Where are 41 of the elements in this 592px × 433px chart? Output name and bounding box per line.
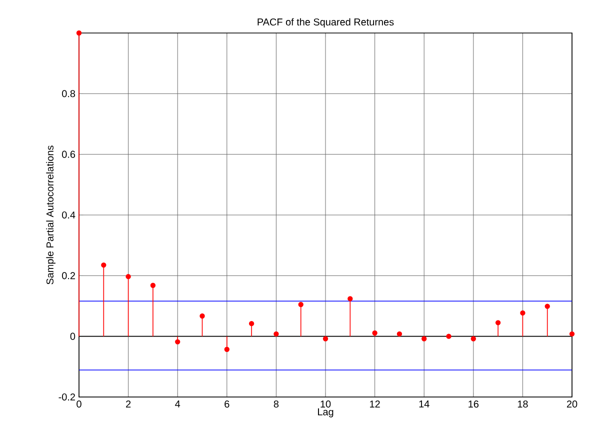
point [274,331,279,336]
x-axis-title: Lag [318,408,334,418]
point [470,336,476,342]
point [495,320,501,326]
y-tick-label: 0.6 [62,150,76,158]
point [224,346,230,352]
y-tick-label: 0.8 [62,90,76,98]
x-tick-label: 18 [518,400,528,408]
point [200,313,205,319]
x-tick-label: 12 [370,400,380,408]
y-axis-title: Sample Partial Autocorrelations [46,146,56,284]
y-tick-label: 0 [70,332,76,340]
y-tick-label: -0.2 [58,393,75,401]
x-tick-label: 16 [468,400,479,408]
x-tick-label: 4 [175,400,180,408]
point [422,336,427,342]
point [175,339,180,344]
point [101,262,106,268]
point [248,321,254,326]
x-tick-label: 2 [126,400,131,408]
point [348,296,353,302]
point [126,274,131,280]
x-tick-label: 20 [566,400,578,408]
x-tick-label: 14 [419,400,430,408]
point [569,331,575,336]
point [396,331,402,336]
chart-title: PACF of the Squared Returnes [258,18,394,28]
x-tick-label: 8 [274,400,279,408]
point [544,304,550,309]
x-tick-label: 10 [320,400,331,408]
point [76,30,82,36]
y-tick-label: 0.2 [62,272,75,280]
x-tick-label: 0 [76,400,82,408]
point [520,310,526,316]
point [322,336,328,342]
point [150,282,156,288]
point [446,334,452,339]
x-tick-label: 6 [224,400,230,408]
point [298,302,304,308]
point [372,330,378,336]
y-tick-label: 0.4 [62,211,76,219]
